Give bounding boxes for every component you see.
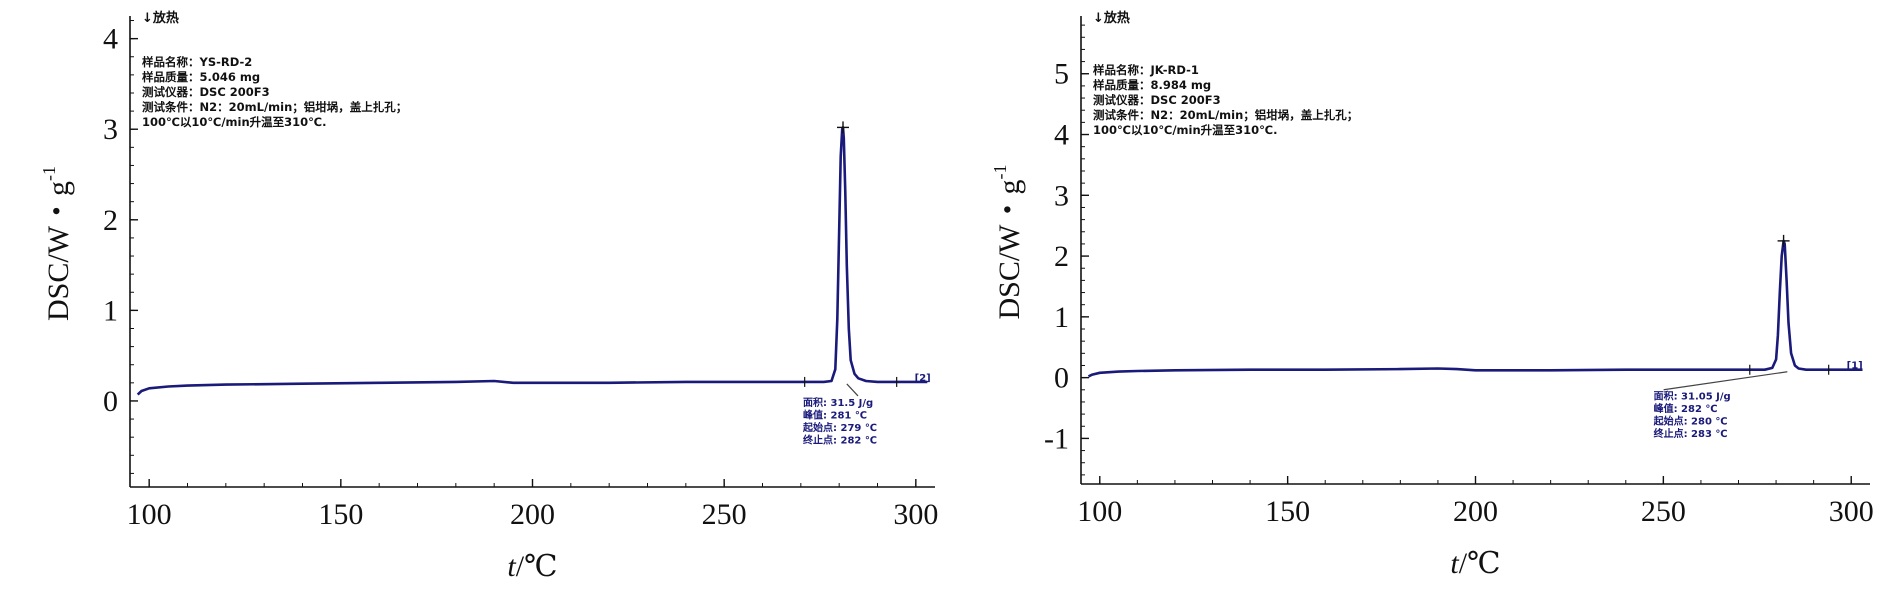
x-tick-label: 100 (1077, 495, 1122, 528)
dsc-curve (1087, 239, 1863, 378)
x-axis-title: t/℃ (507, 550, 557, 583)
y-axis-title-main: DSC/W・g (993, 179, 1026, 319)
sample-info-line: 样品名称：YS-RD-2 (142, 55, 252, 69)
y-tick-label: 2 (103, 204, 118, 237)
x-axis-title-unit: /℃ (516, 550, 558, 583)
sample-info-line: 样品质量：8.984 mg (1093, 78, 1211, 92)
x-tick-label: 250 (1641, 495, 1686, 528)
y-axis-title: DSC/W・g-1 (990, 164, 1026, 319)
y-axis-title: DSC/W・g-1 (39, 166, 75, 321)
y-tick-label: 1 (1054, 301, 1069, 334)
y-tick-label: 2 (1054, 240, 1069, 273)
x-tick-label: 200 (1453, 495, 1498, 528)
sample-info-line: 100℃以10℃/min升温至310℃. (1093, 123, 1277, 137)
x-axis-title-italic: t (507, 550, 516, 583)
y-axis-title-superscript: -1 (39, 166, 59, 181)
y-tick-label: 3 (103, 113, 118, 146)
x-axis-title: t/℃ (1450, 547, 1500, 580)
annotation-leader (1663, 371, 1788, 391)
x-tick-label: 300 (893, 498, 938, 531)
y-tick-label: 5 (1054, 58, 1069, 91)
y-axis-title-main: DSC/W・g (42, 181, 75, 321)
peak-annotation-line: 起始点: 279 ℃ (802, 421, 877, 434)
exotherm-direction-label: ↓放热 (142, 10, 179, 26)
peak-annotation-line: 终止点: 282 ℃ (803, 433, 877, 446)
sample-info-line: 样品名称：JK-RD-1 (1093, 63, 1199, 77)
x-tick-label: 200 (510, 498, 555, 531)
x-tick-label: 300 (1829, 495, 1874, 528)
sample-info-line: 测试条件：N2：20mL/min；铝坩埚，盖上扎孔； (142, 100, 407, 114)
y-tick-label: 4 (103, 23, 118, 56)
curve-tag: [1] (1847, 361, 1863, 372)
x-tick-label: 150 (318, 498, 363, 531)
x-tick-label: 100 (127, 498, 172, 531)
sample-info-line: 测试条件：N2：20mL/min；铝坩埚，盖上扎孔； (1093, 108, 1358, 122)
y-tick-label: 0 (1054, 362, 1069, 395)
peak-annotation-line: 起始点: 280 ℃ (1653, 415, 1728, 428)
chart-panel-left: 0 1 2 3 4 100 150 200 250 300 t/℃ DSC/W・g-1 ↓放热样品名称：… (39, 10, 938, 583)
sample-info-line: 样品质量：5.046 mg (142, 70, 260, 84)
sample-info-line: 测试仪器：DSC 200F3 (1093, 93, 1221, 107)
exotherm-direction-label: ↓放热 (1093, 10, 1130, 26)
sample-info-line: 测试仪器：DSC 200F3 (142, 85, 270, 99)
x-tick-label: 250 (702, 498, 747, 531)
y-tick-label: -1 (1044, 422, 1069, 455)
y-tick-label: 0 (103, 385, 118, 418)
sample-info-line: 100℃以10℃/min升温至310℃. (142, 115, 326, 129)
curve-tag: [2] (915, 373, 931, 384)
x-tick-label: 150 (1265, 495, 1310, 528)
annotation-leader (846, 383, 859, 397)
peak-annotation-line: 峰值: 282 ℃ (1654, 402, 1718, 415)
dsc-curve (136, 126, 928, 396)
peak-annotation-line: 面积: 31.05 J/g (1654, 390, 1731, 403)
y-tick-label: 1 (103, 294, 118, 327)
x-axis-title-italic: t (1450, 547, 1459, 580)
peak-annotation-line: 峰值: 281 ℃ (803, 408, 867, 421)
y-tick-label: 3 (1054, 179, 1069, 212)
y-tick-label: 4 (1054, 119, 1069, 152)
peak-annotation-line: 面积: 31.5 J/g (803, 396, 873, 409)
x-axis-title-unit: /℃ (1459, 547, 1501, 580)
y-axis-title-superscript: -1 (990, 164, 1010, 179)
peak-annotation-line: 终止点: 283 ℃ (1654, 427, 1728, 440)
